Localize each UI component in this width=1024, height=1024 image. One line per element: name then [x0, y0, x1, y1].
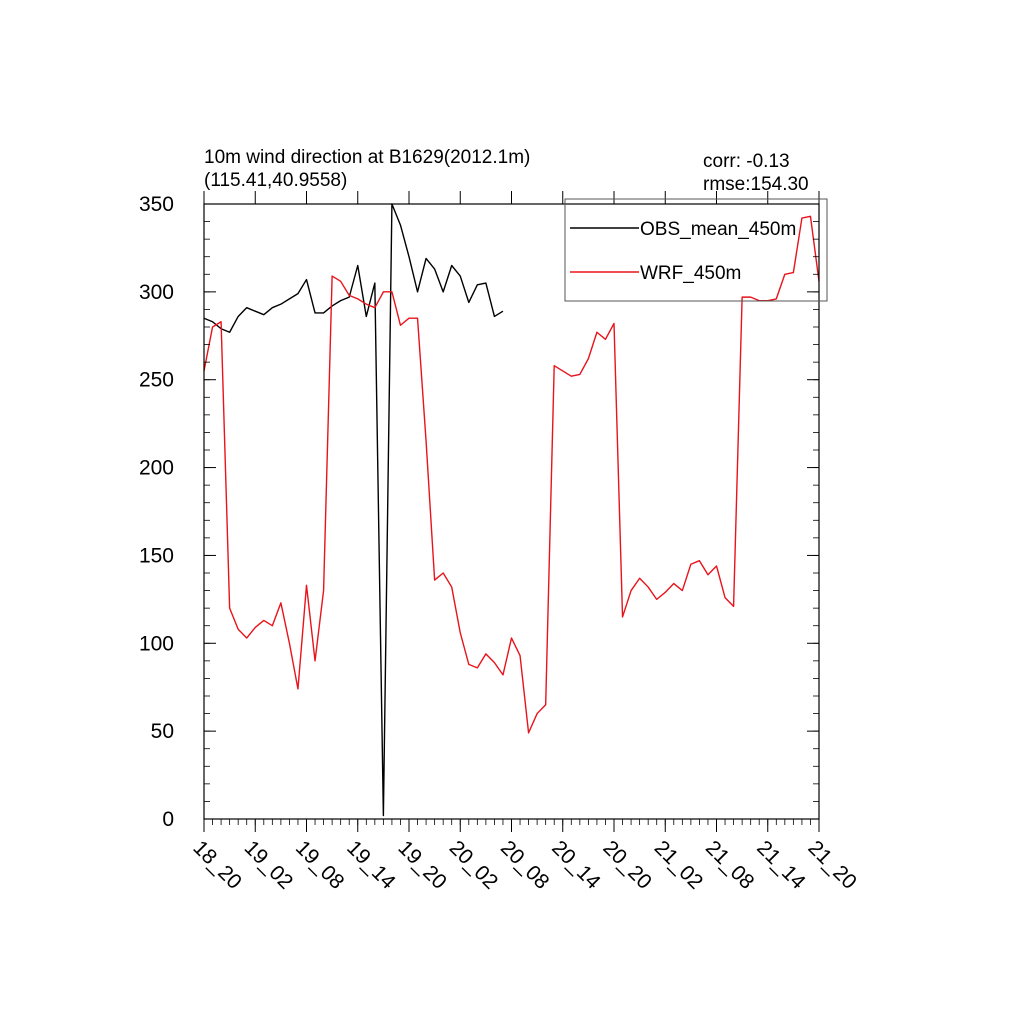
x-tick-label: 21_14	[752, 836, 810, 894]
ticks-layer: 0 50 100 150 200 250 300 350 18_2019_0219_0819_1…	[139, 191, 861, 894]
x-tick-label: 21_08	[701, 836, 759, 894]
plot-frame	[203, 203, 820, 820]
y-tick-label: 50	[151, 720, 174, 743]
x-tick-label: 20_02	[445, 836, 503, 894]
stats-text: corr: -0.13 rmse:154.30	[703, 150, 809, 196]
rmse-text: rmse:154.30	[703, 174, 809, 195]
x-tick-label: 20_14	[547, 836, 605, 894]
legend-box	[564, 198, 828, 302]
x-tick-label: 21_20	[803, 836, 861, 894]
legend: OBS_mean_450m WRF_450m	[564, 198, 828, 302]
y-tick-label: 300	[139, 281, 174, 304]
x-tick-label: 20_20	[598, 836, 656, 894]
x-tick-label: 19_20	[393, 836, 451, 894]
legend-label-obs: OBS_mean_450m	[640, 219, 796, 240]
corr-text: corr: -0.13	[703, 151, 790, 172]
x-tick-label: 19_02	[240, 836, 298, 894]
y-tick-label: 350	[139, 193, 174, 216]
x-tick-label: 20_08	[496, 836, 554, 894]
series-layer	[203, 203, 820, 817]
x-tick-label: 18_20	[188, 836, 246, 894]
series-line-wrf	[203, 215, 820, 734]
chart-title: 10m wind direction at B1629(2012.1m) (11…	[204, 146, 530, 192]
series-line-obs	[203, 203, 504, 817]
x-tick-label: 19_08	[291, 836, 349, 894]
x-tick-label: 21_02	[650, 836, 708, 894]
chart-title-line-2: (115.41,40.9558)	[204, 170, 348, 191]
y-tick-label: 150	[139, 544, 174, 567]
x-tick-label: 19_14	[342, 836, 400, 894]
y-tick-label: 100	[139, 632, 174, 655]
y-tick-label: 250	[139, 369, 174, 392]
chart-title-line-1: 10m wind direction at B1629(2012.1m)	[204, 147, 531, 168]
legend-label-wrf: WRF_450m	[640, 263, 741, 284]
y-tick-label: 0	[162, 808, 174, 831]
y-tick-label: 200	[139, 457, 174, 480]
